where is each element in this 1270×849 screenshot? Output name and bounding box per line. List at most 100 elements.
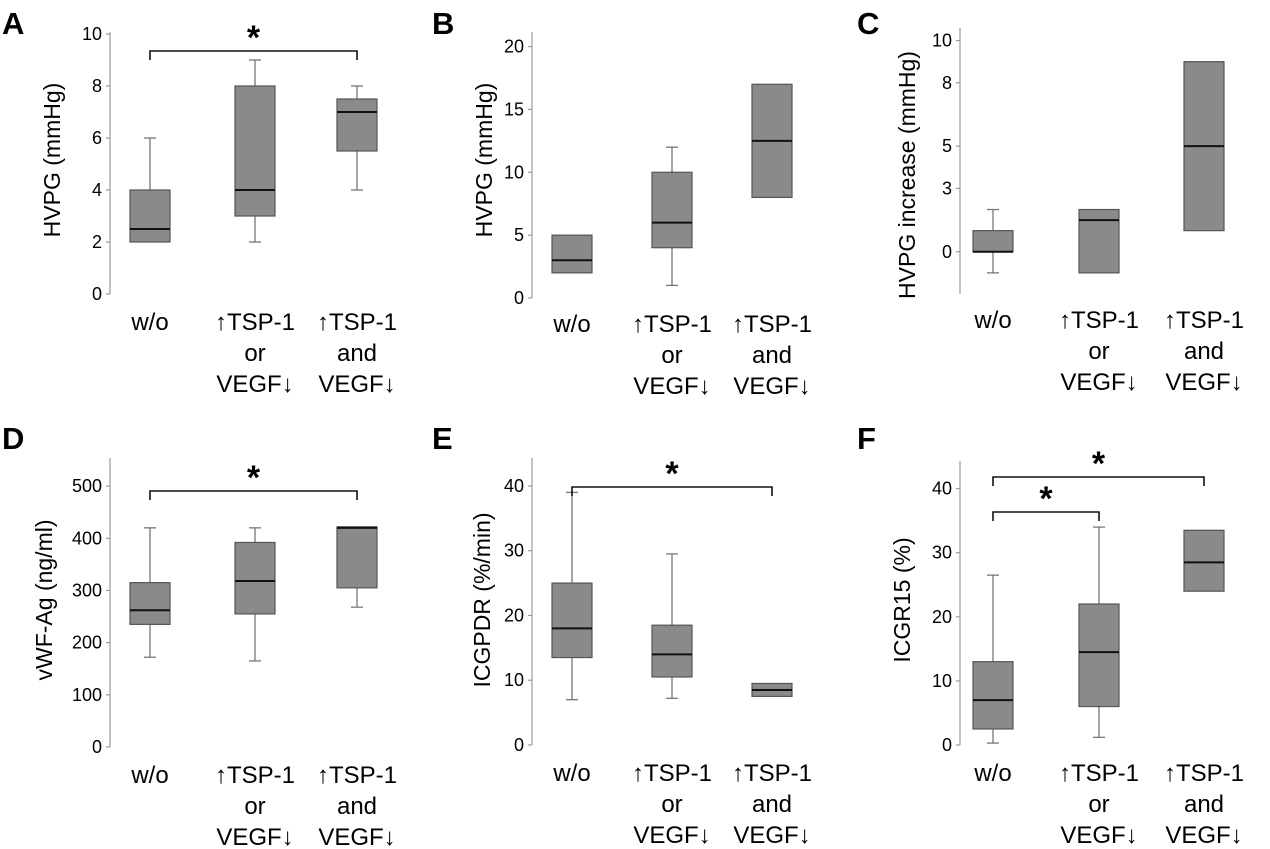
panel-d: D 0 100 200 300 400 500 vWF-Ag (ng/ml) w/o ↑TSP-1… <box>2 421 397 849</box>
box-3 <box>751 83 793 199</box>
category-label: ↑TSP-1 <box>732 311 812 338</box>
y-tick-label: 5 <box>514 225 524 245</box>
box-1 <box>972 574 1014 744</box>
box-iqr <box>972 661 1014 730</box>
y-tick-label: 300 <box>72 580 102 600</box>
category-label: w/o <box>973 760 1011 787</box>
panel-letter: E <box>432 421 453 456</box>
box-2 <box>234 59 276 243</box>
category-label: w/o <box>130 309 168 336</box>
panel-e: E 0 10 20 30 40 ICGPDR (%/min) w/o ↑TSP-1 or VEGF↓… <box>432 421 812 849</box>
box-iqr <box>234 85 276 217</box>
y-tick-label: 15 <box>504 99 524 119</box>
box-1 <box>551 491 593 701</box>
box-iqr <box>234 541 276 615</box>
box-iqr <box>651 171 693 249</box>
y-tick-label: 10 <box>82 24 102 44</box>
box-iqr <box>336 98 378 152</box>
category-label: ↑TSP-1 <box>317 762 397 789</box>
box-iqr <box>1078 603 1120 708</box>
y-tick-label: 0 <box>942 735 952 755</box>
category-label: ↑TSP-1 <box>1164 760 1244 787</box>
box-iqr <box>551 582 593 659</box>
box-3 <box>1183 61 1225 232</box>
category-label: VEGF↓ <box>318 371 395 398</box>
y-axis-label: ICGPDR (%/min) <box>469 512 495 687</box>
panel-f: F 0 10 20 30 40 ICGR15 (%) w/o ↑TSP-1 or VEGF↓ ↑TSP… <box>857 421 1244 849</box>
y-tick-label: 40 <box>932 479 952 499</box>
category-label: ↑TSP-1 <box>632 760 712 787</box>
y-tick-label: 0 <box>514 288 524 308</box>
box-1 <box>129 527 171 658</box>
box-3 <box>751 682 793 698</box>
category-label: and <box>752 342 792 369</box>
y-tick-label: 3 <box>942 178 952 198</box>
y-tick-label: 10 <box>932 671 952 691</box>
panel-letter: F <box>857 421 876 456</box>
significance-bracket: * <box>992 445 1205 486</box>
y-tick-label: 6 <box>92 128 102 148</box>
box-iqr <box>551 234 593 274</box>
y-tick-label: 10 <box>504 670 524 690</box>
category-label: ↑TSP-1 <box>632 311 712 338</box>
y-tick-label: 8 <box>942 73 952 93</box>
y-axis-label: HVPG increase (mmHg) <box>894 51 920 299</box>
category-label: w/o <box>552 311 590 338</box>
box-iqr <box>651 624 693 678</box>
significance-bracket: * <box>149 19 358 60</box>
y-tick-label: 20 <box>504 605 524 625</box>
box-1 <box>972 208 1014 274</box>
category-label: w/o <box>552 760 590 787</box>
y-tick-label: 5 <box>942 136 952 156</box>
y-tick-label: 20 <box>504 37 524 57</box>
category-label: ↑TSP-1 <box>215 762 295 789</box>
significance-star: * <box>247 459 261 497</box>
box-2 <box>1078 208 1120 274</box>
category-label: ↑TSP-1 <box>1059 760 1139 787</box>
y-axis-label: HVPG (mmHg) <box>471 83 497 238</box>
significance-star: * <box>665 455 679 493</box>
bracket-line <box>571 486 773 496</box>
y-tick-label: 400 <box>72 528 102 548</box>
category-label: or <box>661 342 682 369</box>
y-tick-label: 8 <box>92 76 102 96</box>
category-label: and <box>1184 338 1224 365</box>
category-label: and <box>1184 791 1224 818</box>
category-label: and <box>337 340 377 367</box>
significance-star: * <box>1092 445 1106 483</box>
category-label: VEGF↓ <box>1060 369 1137 396</box>
category-label: VEGF↓ <box>633 373 710 400</box>
category-label: VEGF↓ <box>216 371 293 398</box>
category-label: or <box>1088 338 1109 365</box>
significance-bracket: * <box>992 480 1100 521</box>
category-label: ↑TSP-1 <box>1164 307 1244 334</box>
y-tick-label: 30 <box>932 543 952 563</box>
y-tick-label: 100 <box>72 685 102 705</box>
y-tick-label: 10 <box>932 31 952 51</box>
box-3 <box>336 526 378 608</box>
box-2 <box>234 527 276 662</box>
bracket-line <box>992 476 1205 486</box>
y-tick-label: 40 <box>504 476 524 496</box>
category-label: or <box>244 340 265 367</box>
significance-bracket: * <box>571 455 773 496</box>
box-2 <box>651 553 693 700</box>
category-label: or <box>244 793 265 820</box>
box-iqr <box>129 582 171 625</box>
box-iqr <box>1078 208 1120 274</box>
category-label: w/o <box>973 307 1011 334</box>
box-3 <box>336 85 378 191</box>
box-3 <box>1183 529 1225 592</box>
panel-c: C 0 3 5 8 10 HVPG increase (mmHg) w/o ↑TSP-1 or VE… <box>857 6 1244 396</box>
category-label: VEGF↓ <box>1165 369 1242 396</box>
panel-letter: A <box>2 6 24 41</box>
box-2 <box>1078 526 1120 738</box>
bracket-line <box>149 490 358 500</box>
y-tick-label: 2 <box>92 232 102 252</box>
y-tick-label: 0 <box>514 735 524 755</box>
category-label: or <box>1088 791 1109 818</box>
category-label: VEGF↓ <box>733 822 810 849</box>
box-iqr <box>336 526 378 589</box>
category-label: ↑TSP-1 <box>732 760 812 787</box>
